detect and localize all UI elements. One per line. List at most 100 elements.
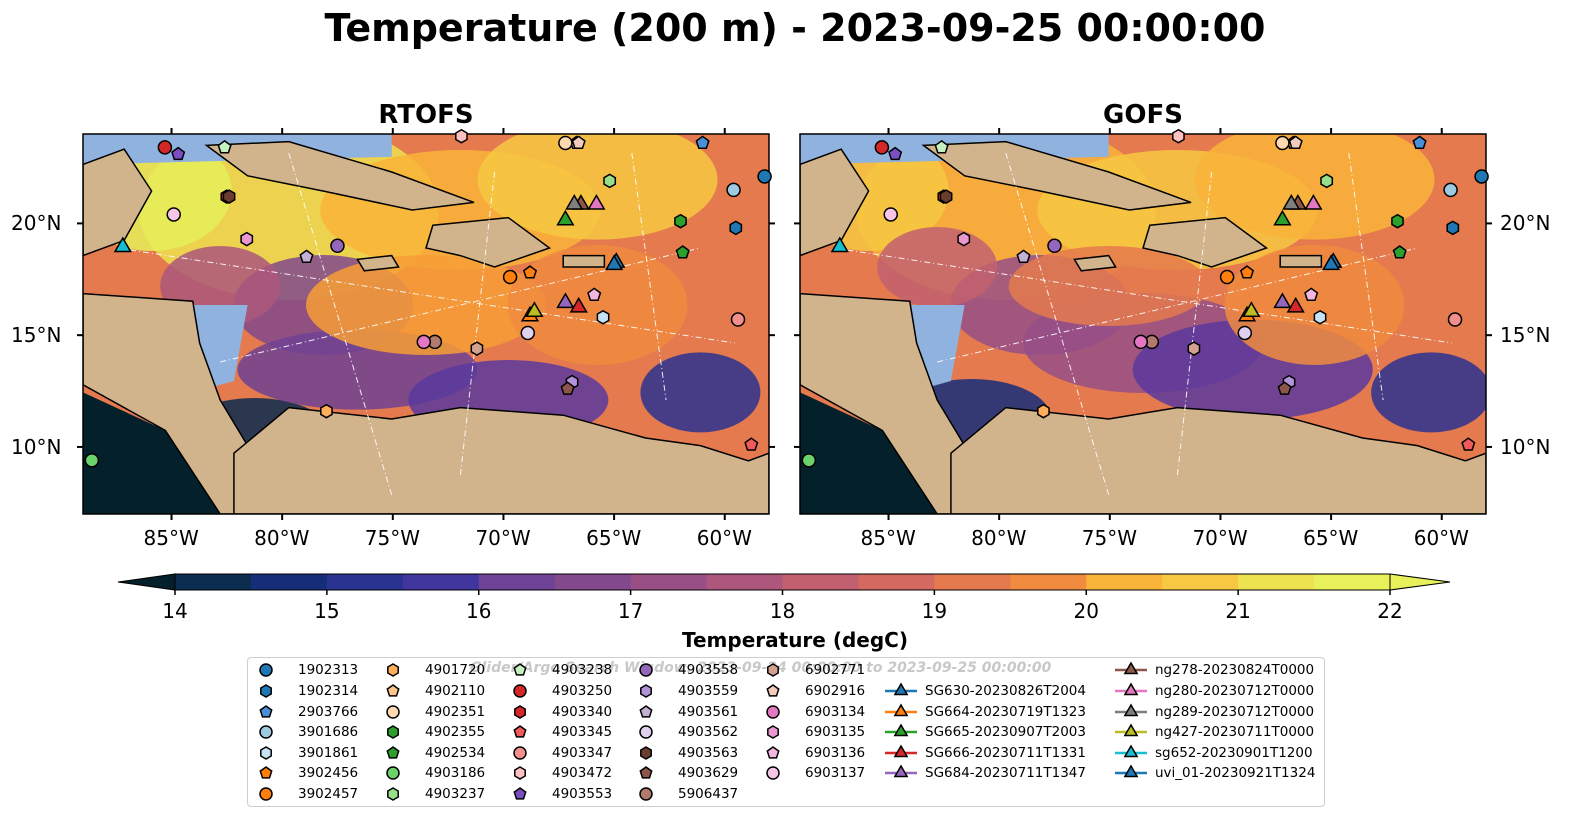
colorbar-tick-label: 22 xyxy=(1377,599,1403,623)
glider-marker-SG666-20230711T1331 xyxy=(569,296,588,313)
legend-label: 4903340 xyxy=(552,704,613,720)
legend-label: ng289-20230712T0000 xyxy=(1155,704,1315,720)
legend-label: 3901686 xyxy=(298,724,359,740)
legend-label: ng427-20230711T0000 xyxy=(1155,724,1315,740)
argo-marker-6902916 xyxy=(1288,135,1303,149)
map-frame xyxy=(82,133,770,515)
argo-marker-4903553 xyxy=(171,146,186,161)
colorbar-tick-label: 16 xyxy=(466,599,492,623)
eez-boundary xyxy=(117,247,735,344)
legend-label: 4902355 xyxy=(425,724,486,740)
legend-marker xyxy=(513,663,527,676)
legend-marker xyxy=(259,663,273,677)
lon-tick-label: 70°W xyxy=(1192,526,1248,550)
argo-marker-4903562 xyxy=(1237,325,1253,341)
eez-boundary xyxy=(1176,171,1213,477)
colorbar-segment xyxy=(478,574,556,590)
argo-marker-4903250 xyxy=(157,140,173,155)
argo-marker-4903237 xyxy=(1320,173,1334,189)
colorbar-segment xyxy=(934,574,1011,590)
lon-tick-label: 80°W xyxy=(254,526,310,550)
land-mass xyxy=(1279,254,1323,268)
legend-label: 6902771 xyxy=(805,662,866,678)
legend-label: 4903472 xyxy=(552,765,613,781)
legend-label: 4902534 xyxy=(425,745,486,761)
legend-marker xyxy=(387,787,399,801)
eez-boundary xyxy=(937,247,1418,363)
argo-marker-6903135 xyxy=(240,231,254,247)
colorbar-segment xyxy=(402,574,480,590)
argo-marker-4903345 xyxy=(1461,437,1476,451)
argo-marker-4902355 xyxy=(1391,213,1404,229)
legend-label: 4903563 xyxy=(678,745,739,761)
colorbar-segment xyxy=(250,574,328,590)
lat-tick-label: 20°N xyxy=(11,211,62,236)
legend-marker xyxy=(1123,682,1139,696)
legend-marker xyxy=(766,746,780,759)
argo-marker-3901686 xyxy=(726,182,741,198)
legend-marker xyxy=(387,663,399,677)
argo-marker-4903345 xyxy=(744,437,759,451)
lat-tick-label: 15°N xyxy=(1500,323,1551,348)
legend-label: 4903629 xyxy=(678,765,739,781)
legend-marker xyxy=(259,787,273,801)
lon-tick-label: 70°W xyxy=(475,526,531,550)
legend-marker xyxy=(1123,744,1139,758)
argo-marker-6903134 xyxy=(416,334,432,350)
colorbar-extend-max xyxy=(1389,573,1451,591)
legend-marker xyxy=(514,766,526,780)
argo-marker-4903553 xyxy=(888,146,903,161)
panel-title-gofs: GOFS xyxy=(1103,100,1183,130)
argo-marker-6903137 xyxy=(166,207,181,222)
legend-label: SG630-20230826T2004 xyxy=(925,683,1086,699)
legend-marker xyxy=(259,705,273,718)
argo-marker-4903558 xyxy=(1047,238,1062,254)
argo-marker-4903561 xyxy=(299,249,314,263)
legend-marker xyxy=(639,766,653,779)
legend-marker xyxy=(639,663,653,677)
land-mass xyxy=(356,254,400,272)
argo-marker-4903472 xyxy=(455,128,468,144)
argo-marker-6902916 xyxy=(571,135,586,149)
legend-marker xyxy=(639,725,653,739)
map-panel-rtofs xyxy=(83,134,769,514)
lat-tick-label: 15°N xyxy=(11,323,62,348)
colorbar-segment xyxy=(1162,574,1239,590)
legend-label: 3902456 xyxy=(298,765,359,781)
lon-tick-label: 85°W xyxy=(143,526,199,550)
legend-marker xyxy=(893,744,909,758)
temperature-patch xyxy=(1371,352,1486,433)
glider-marker-ng280-20230712T0000 xyxy=(587,194,606,210)
glider-marker-SG666-20230711T1331 xyxy=(1286,296,1305,313)
legend-label: 3901861 xyxy=(298,745,359,761)
argo-marker-3902456 xyxy=(522,265,538,279)
land-mass xyxy=(83,148,153,257)
legend-marker xyxy=(386,684,400,697)
legend-marker xyxy=(386,705,400,719)
legend-label: 4903250 xyxy=(552,683,613,699)
colorbar-segment xyxy=(554,574,632,590)
legend-marker xyxy=(893,682,909,696)
lon-tick-label: 80°W xyxy=(971,526,1027,550)
argo-marker-2903766 xyxy=(1412,135,1427,149)
temperature-patch xyxy=(507,245,688,365)
legend-label: 1902313 xyxy=(298,662,359,678)
argo-marker-3902457 xyxy=(502,269,518,285)
argo-marker-4903250 xyxy=(874,140,890,155)
legend-marker xyxy=(1123,723,1139,737)
land-mass xyxy=(800,148,870,257)
argo-marker-4903561 xyxy=(1016,249,1031,263)
glider-marker-ng289-20230712T0000 xyxy=(565,194,584,210)
temperature-patch xyxy=(877,227,998,307)
colorbar-segment xyxy=(630,574,708,590)
legend-marker xyxy=(893,723,909,737)
temperature-patch xyxy=(1008,246,1209,326)
land-mass xyxy=(1073,254,1117,272)
legend-label: 3902457 xyxy=(298,786,359,802)
argo-marker-1902314 xyxy=(729,220,743,236)
legend-label: 4903561 xyxy=(678,704,739,720)
argo-marker-4903562 xyxy=(520,325,536,341)
lon-tick-label: 75°W xyxy=(1081,526,1138,550)
legend-label: SG666-20230711T1331 xyxy=(925,745,1086,761)
